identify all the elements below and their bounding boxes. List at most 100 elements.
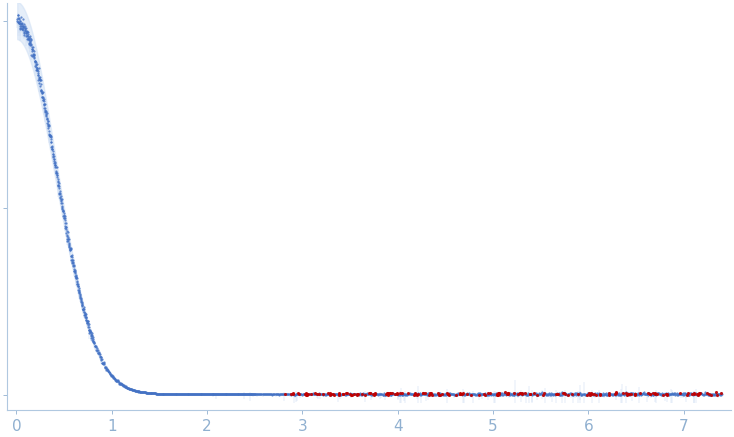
Point — [341, 391, 352, 398]
Point — [369, 390, 381, 397]
Point — [37, 94, 48, 101]
Point — [308, 391, 320, 398]
Point — [59, 213, 70, 220]
Point — [59, 220, 70, 227]
Point — [506, 391, 517, 398]
Point — [669, 391, 680, 398]
Point — [208, 391, 219, 398]
Point — [351, 391, 363, 398]
Point — [649, 389, 661, 396]
Point — [424, 390, 436, 397]
Point — [223, 391, 235, 398]
Point — [247, 391, 259, 398]
Point — [256, 391, 268, 398]
Point — [538, 390, 550, 397]
Point — [344, 390, 355, 397]
Point — [97, 359, 109, 366]
Point — [461, 391, 473, 398]
Point — [525, 390, 537, 397]
Point — [626, 391, 638, 398]
Point — [459, 391, 471, 398]
Point — [160, 391, 172, 398]
Point — [357, 391, 368, 398]
Point — [514, 390, 526, 397]
Point — [491, 391, 503, 398]
Point — [27, 52, 39, 59]
Point — [146, 389, 158, 396]
Point — [59, 215, 70, 222]
Point — [584, 392, 596, 399]
Point — [65, 252, 77, 259]
Point — [168, 390, 180, 397]
Point — [556, 391, 567, 398]
Point — [355, 391, 367, 398]
Point — [275, 391, 287, 398]
Point — [239, 390, 251, 397]
Point — [208, 391, 220, 398]
Point — [217, 391, 228, 398]
Point — [473, 390, 484, 397]
Point — [12, 18, 24, 25]
Point — [330, 391, 341, 398]
Point — [164, 390, 175, 397]
Point — [665, 390, 677, 397]
Point — [321, 391, 333, 398]
Point — [242, 391, 254, 398]
Point — [291, 390, 302, 397]
Point — [273, 391, 285, 398]
Point — [680, 391, 691, 398]
Point — [72, 282, 84, 289]
Point — [225, 390, 236, 397]
Point — [231, 391, 243, 398]
Point — [537, 390, 548, 397]
Point — [637, 390, 649, 397]
Point — [526, 391, 537, 398]
Point — [50, 170, 62, 177]
Point — [70, 274, 82, 281]
Point — [60, 223, 72, 230]
Point — [178, 391, 190, 398]
Point — [239, 391, 250, 398]
Point — [705, 391, 716, 398]
Point — [228, 390, 240, 397]
Point — [43, 123, 54, 130]
Point — [559, 391, 571, 398]
Point — [109, 374, 120, 381]
Point — [22, 35, 34, 42]
Point — [226, 391, 238, 398]
Point — [425, 390, 437, 397]
Point — [217, 391, 229, 398]
Point — [531, 392, 542, 399]
Point — [682, 390, 694, 397]
Point — [53, 183, 65, 190]
Point — [354, 390, 366, 397]
Point — [51, 169, 62, 176]
Point — [318, 390, 330, 397]
Point — [21, 33, 33, 40]
Point — [429, 391, 441, 398]
Point — [69, 267, 81, 274]
Point — [341, 390, 353, 397]
Point — [396, 390, 407, 397]
Point — [52, 178, 64, 185]
Point — [246, 390, 258, 397]
Point — [206, 391, 217, 398]
Point — [23, 34, 35, 41]
Point — [183, 391, 195, 398]
Point — [244, 391, 255, 398]
Point — [246, 390, 258, 397]
Point — [501, 391, 512, 398]
Point — [130, 387, 142, 394]
Point — [638, 388, 650, 395]
Point — [520, 391, 531, 398]
Point — [608, 390, 620, 397]
Point — [492, 391, 504, 398]
Point — [115, 381, 126, 388]
Point — [664, 391, 675, 398]
Point — [40, 112, 52, 119]
Point — [646, 390, 658, 397]
Point — [249, 391, 261, 398]
Point — [534, 391, 546, 398]
Point — [228, 391, 239, 398]
Point — [552, 390, 564, 397]
